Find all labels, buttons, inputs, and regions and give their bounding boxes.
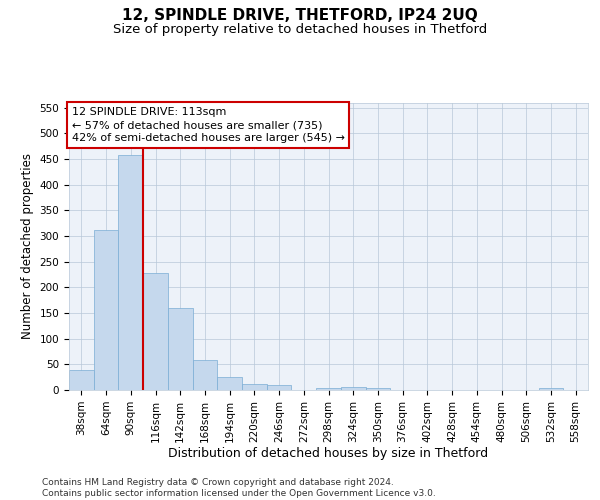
Bar <box>341 387 365 390</box>
Bar <box>193 360 217 390</box>
Bar <box>242 384 267 390</box>
Bar <box>539 388 563 390</box>
Bar <box>69 370 94 390</box>
Bar <box>168 308 193 390</box>
Bar <box>143 273 168 390</box>
Text: Size of property relative to detached houses in Thetford: Size of property relative to detached ho… <box>113 22 487 36</box>
Text: Contains HM Land Registry data © Crown copyright and database right 2024.
Contai: Contains HM Land Registry data © Crown c… <box>42 478 436 498</box>
Bar <box>316 388 341 390</box>
X-axis label: Distribution of detached houses by size in Thetford: Distribution of detached houses by size … <box>169 448 488 460</box>
Bar <box>267 386 292 390</box>
Text: 12, SPINDLE DRIVE, THETFORD, IP24 2UQ: 12, SPINDLE DRIVE, THETFORD, IP24 2UQ <box>122 8 478 22</box>
Bar <box>118 155 143 390</box>
Y-axis label: Number of detached properties: Number of detached properties <box>21 153 34 340</box>
Bar <box>217 377 242 390</box>
Text: 12 SPINDLE DRIVE: 113sqm
← 57% of detached houses are smaller (735)
42% of semi-: 12 SPINDLE DRIVE: 113sqm ← 57% of detach… <box>71 107 344 143</box>
Bar <box>365 388 390 390</box>
Bar <box>94 230 118 390</box>
